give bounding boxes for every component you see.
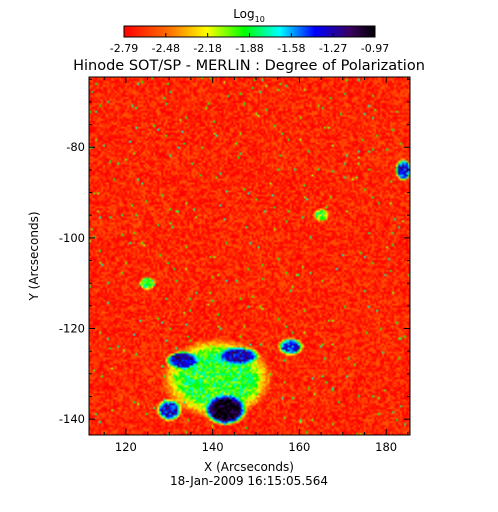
- timestamp: 18-Jan-2009 16:15:05.564: [170, 474, 328, 488]
- x-tick-label: 160: [288, 440, 310, 454]
- x-axis: 120 140 160 180: [103, 77, 409, 454]
- y-tick-label: -120: [59, 322, 85, 336]
- chart-title: Hinode SOT/SP - MERLIN : Degree of Polar…: [73, 58, 425, 74]
- y-axis: -140 -120 -100 -80: [59, 78, 410, 426]
- colorbar-tick-label: -1.27: [319, 42, 347, 55]
- heatmap-image: [89, 77, 410, 435]
- y-tick-label: -100: [59, 231, 85, 245]
- x-tick-label: 180: [375, 440, 397, 454]
- colorbar-tick-label: -1.88: [235, 42, 263, 55]
- colorbar-label: Log10: [233, 7, 265, 24]
- x-tick-label: 140: [202, 440, 224, 454]
- colorbar-ticks: -2.79 -2.48 -2.18 -1.88 -1.58 -1.27 -0.97: [110, 33, 389, 55]
- y-tick-label: -140: [59, 412, 85, 426]
- heatmap-raster: [89, 77, 410, 435]
- plot-frame: [88, 76, 411, 436]
- y-tick-label: -80: [66, 140, 85, 154]
- x-tick-label: 120: [115, 440, 137, 454]
- colorbar-tick-label: -0.97: [361, 42, 389, 55]
- colorbar-tick-label: -1.58: [277, 42, 305, 55]
- colorbar-tick-label: -2.18: [193, 42, 221, 55]
- colorbar-tick-label: -2.48: [152, 42, 180, 55]
- colorbar-tick-label: -2.79: [110, 42, 138, 55]
- x-axis-label: X (Arcseconds): [204, 460, 294, 474]
- y-axis-label: Y (Arcseconds): [27, 211, 41, 301]
